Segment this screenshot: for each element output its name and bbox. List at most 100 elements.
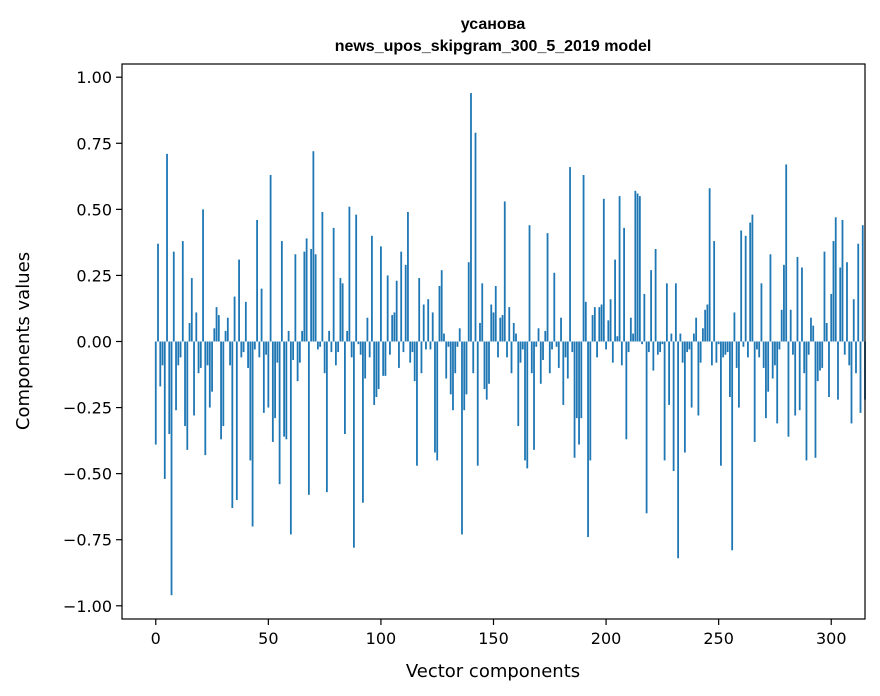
bar-component-192: [587, 341, 589, 538]
bar-component-38: [240, 341, 243, 358]
bar-component-12: [181, 241, 184, 342]
y-axis-label: Components values: [13, 252, 34, 430]
bar-component-141: [472, 341, 475, 374]
bar-component-103: [386, 275, 389, 342]
bar-component-177: [553, 272, 556, 342]
bar-component-65: [301, 330, 304, 342]
bar-component-246: [708, 188, 711, 342]
y-tick-label-5: 0.25: [76, 266, 112, 285]
bar-component-314: [861, 225, 864, 342]
bar-component-153: [499, 317, 502, 342]
bar-component-212: [632, 333, 634, 342]
bar-component-247: [711, 341, 713, 366]
bar-component-61: [292, 341, 295, 360]
bar-component-20: [199, 341, 202, 368]
bar-component-90: [357, 341, 360, 345]
bar-component-230: [672, 341, 675, 471]
bar-component-50: [267, 341, 270, 408]
bar-component-33: [229, 341, 231, 366]
bar-component-232: [677, 341, 680, 559]
bar-component-66: [303, 251, 306, 342]
bar-component-51: [269, 175, 272, 342]
bar-component-244: [704, 309, 707, 342]
bar-component-298: [825, 323, 828, 342]
bar-component-140: [470, 93, 472, 342]
bar-component-48: [262, 341, 265, 413]
bar-component-168: [533, 341, 535, 450]
bar-component-129: [445, 341, 448, 379]
bar-component-195: [593, 307, 596, 342]
bar-component-36: [235, 341, 238, 501]
bar-component-46: [258, 341, 261, 358]
bar-component-164: [524, 341, 526, 461]
bar-component-309: [850, 341, 853, 424]
bar-component-296: [821, 341, 824, 368]
bar-component-54: [276, 341, 279, 363]
bar-component-274: [771, 341, 774, 379]
bar-component-22: [204, 341, 207, 456]
bar-component-8: [172, 251, 175, 342]
bar-component-240: [695, 317, 698, 342]
bar-component-191: [584, 301, 587, 342]
bar-component-219: [647, 341, 650, 353]
bar-component-67: [305, 238, 308, 342]
bar-component-28: [217, 315, 220, 342]
y-tick-label-2: −0.50: [63, 465, 112, 484]
bar-component-178: [555, 341, 558, 347]
bar-component-108: [398, 341, 400, 368]
bar-component-196: [596, 341, 598, 358]
bar-series: [154, 93, 866, 596]
bar-component-175: [548, 341, 551, 374]
bar-component-23: [206, 341, 209, 366]
x-axis-ticks: 0 50 100 150 200 250 300: [151, 619, 847, 648]
bar-component-302: [834, 217, 837, 342]
y-tick-label-7: 0.75: [76, 134, 112, 153]
bar-component-203: [611, 341, 614, 363]
bar-component-104: [389, 341, 391, 355]
bar-component-259: [738, 341, 740, 408]
bar-component-210: [627, 341, 630, 353]
bar-component-101: [382, 341, 385, 376]
bar-component-312: [857, 243, 860, 342]
bar-component-229: [670, 333, 673, 342]
bar-component-57: [283, 341, 286, 437]
bar-component-200: [605, 341, 607, 350]
bar-component-55: [278, 341, 281, 485]
bar-component-221: [652, 341, 655, 371]
bar-component-286: [798, 341, 801, 411]
bar-component-74: [321, 212, 324, 342]
bar-component-30: [222, 341, 225, 427]
bar-component-116: [416, 341, 418, 466]
bar-component-27: [215, 307, 218, 342]
bar-component-280: [785, 164, 788, 342]
bar-component-262: [744, 235, 747, 342]
x-tick-label-100: 100: [366, 629, 397, 648]
bar-component-31: [224, 330, 227, 342]
bar-component-10: [177, 341, 180, 366]
bar-component-98: [375, 341, 378, 397]
bar-component-245: [706, 304, 709, 342]
y-axis-ticks: −1.00 −0.75 −0.50 −0.25 0.00 0.25 0.50 0.75 1.00: [63, 68, 122, 616]
bar-component-167: [530, 341, 533, 374]
bar-component-26: [213, 328, 216, 342]
bar-component-207: [620, 341, 623, 366]
bar-component-2: [159, 341, 162, 387]
bar-component-270: [762, 341, 765, 368]
bar-component-1: [157, 243, 159, 342]
y-tick-label-1: −0.75: [63, 531, 112, 550]
bar-component-83: [341, 283, 344, 342]
bar-component-127: [440, 270, 443, 342]
bar-component-162: [519, 341, 522, 363]
bar-component-119: [422, 304, 425, 342]
bar-component-99: [377, 341, 380, 390]
bar-component-89: [355, 214, 358, 342]
bar-component-58: [285, 341, 288, 440]
bar-component-88: [353, 341, 355, 548]
bar-component-15: [188, 323, 191, 342]
bar-component-252: [722, 341, 725, 358]
bar-component-284: [794, 341, 797, 416]
bar-component-266: [753, 341, 756, 442]
bar-component-303: [837, 341, 839, 400]
bar-component-267: [756, 341, 758, 350]
bar-component-242: [699, 341, 702, 363]
